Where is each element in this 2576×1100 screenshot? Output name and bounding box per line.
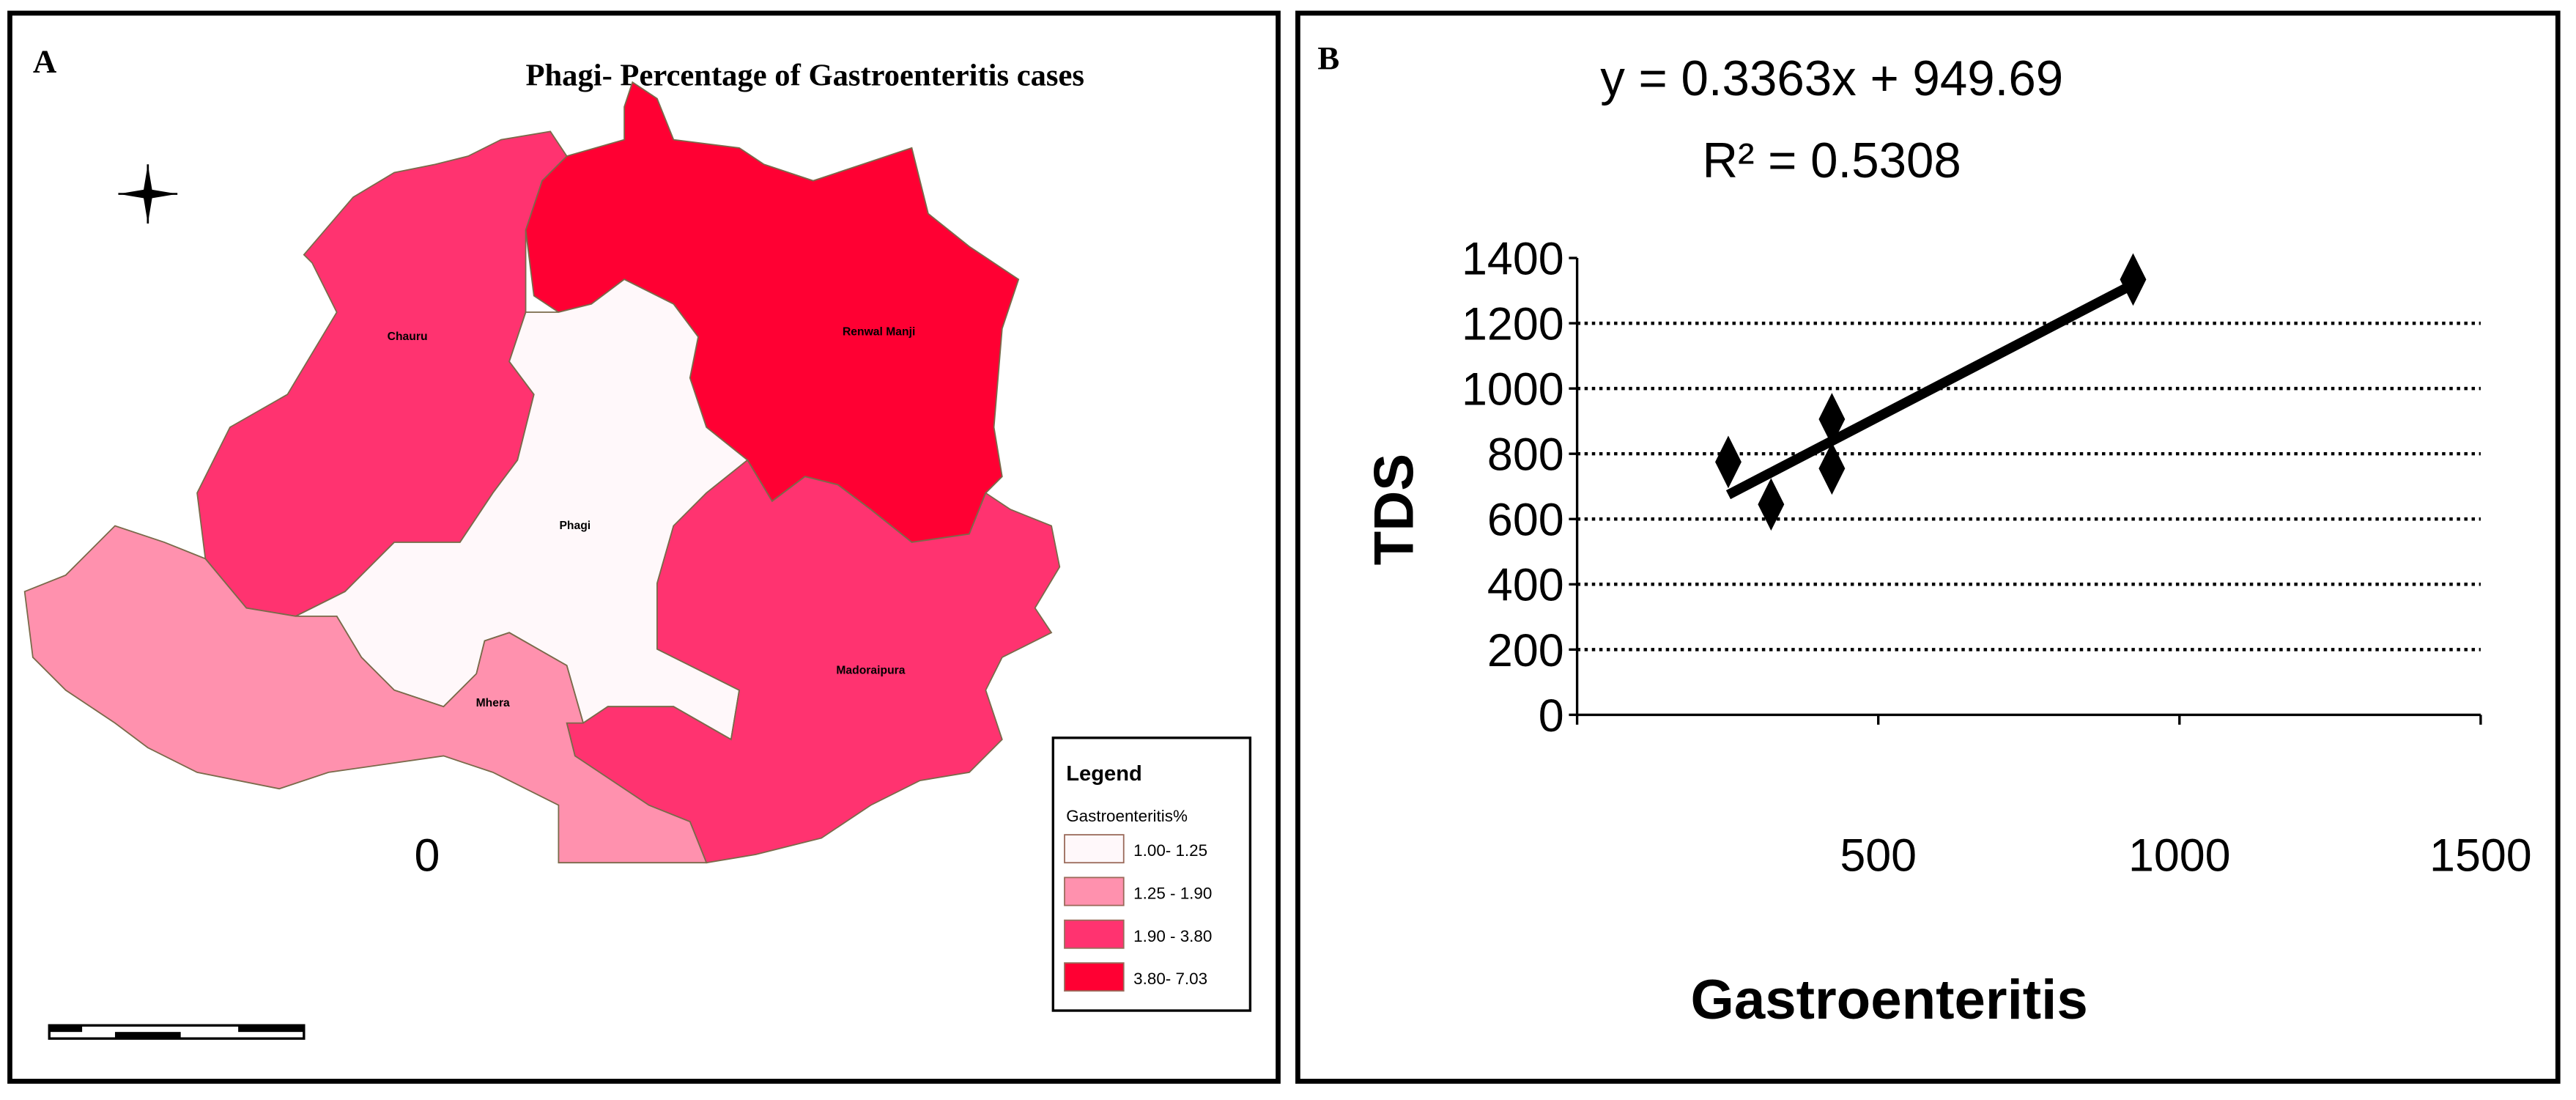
legend-item-label: 1.90 - 3.80	[1133, 927, 1212, 945]
y-tick-label: 0	[1539, 690, 1564, 742]
data-point	[1758, 478, 1785, 531]
map-region-mhera	[23, 525, 708, 864]
data-point	[1818, 442, 1846, 495]
data-point	[1818, 393, 1846, 446]
panel-a-letter: A	[33, 43, 57, 80]
data-point	[1715, 435, 1742, 489]
legend-title: Legend	[1066, 762, 1142, 786]
trendline	[1725, 280, 2136, 500]
y-tick-label: 1200	[1462, 299, 1564, 350]
map-title: Phagi- Percentage of Gastroenteritis cas…	[525, 59, 1084, 93]
y-tick-label: 200	[1487, 625, 1564, 676]
panel-b-border	[1295, 10, 2561, 1084]
legend-swatch	[1064, 919, 1125, 949]
r-squared: R² = 0.5308	[1703, 133, 1961, 188]
region-label: Madoraipura	[836, 664, 905, 676]
legend-swatch	[1064, 834, 1125, 864]
x-tick-label: 1500	[2429, 830, 2532, 881]
legend-item-label: 1.25 - 1.90	[1133, 885, 1212, 903]
panel-a-map: A Phagi- Percentage of Gastroenteritis c…	[7, 10, 1281, 1084]
x-tick-label: 500	[1840, 830, 1917, 881]
map-region-madoraipura	[566, 459, 1061, 864]
y-tick-label: 600	[1487, 495, 1564, 546]
panel-b-letter: B	[1317, 40, 1339, 76]
north-arrow-compass-icon	[118, 164, 178, 224]
y-tick-label: 1000	[1462, 364, 1564, 416]
x-tick-label: 1000	[2128, 830, 2231, 881]
data-point	[2120, 253, 2147, 306]
legend-swatch	[1064, 876, 1125, 907]
region-label: Chauru	[388, 331, 428, 343]
legend-swatch	[1064, 962, 1125, 992]
scale-bar	[48, 1024, 306, 1040]
region-label: Renwal Manji	[843, 325, 915, 338]
y-tick-label: 800	[1487, 429, 1564, 481]
y-tick-label: 400	[1487, 560, 1564, 611]
region-label: Phagi	[559, 520, 591, 532]
region-label: Mhera	[476, 697, 510, 709]
legend: Legend Gastroenteritis% 1.00- 1.25 1.25 -…	[1051, 737, 1252, 1012]
legend-subtitle: Gastroenteritis%	[1066, 807, 1188, 825]
legend-item-label: 1.00- 1.25	[1133, 841, 1207, 860]
y-axis-label: TDS	[1363, 454, 1425, 565]
y-tick-label: 1400	[1462, 233, 1564, 284]
regression-equation: y = 0.3363x + 949.69	[1600, 51, 2063, 106]
legend-item-label: 3.80- 7.03	[1133, 970, 1207, 988]
x-axis-label: Gastroenteritis	[1691, 969, 2088, 1031]
